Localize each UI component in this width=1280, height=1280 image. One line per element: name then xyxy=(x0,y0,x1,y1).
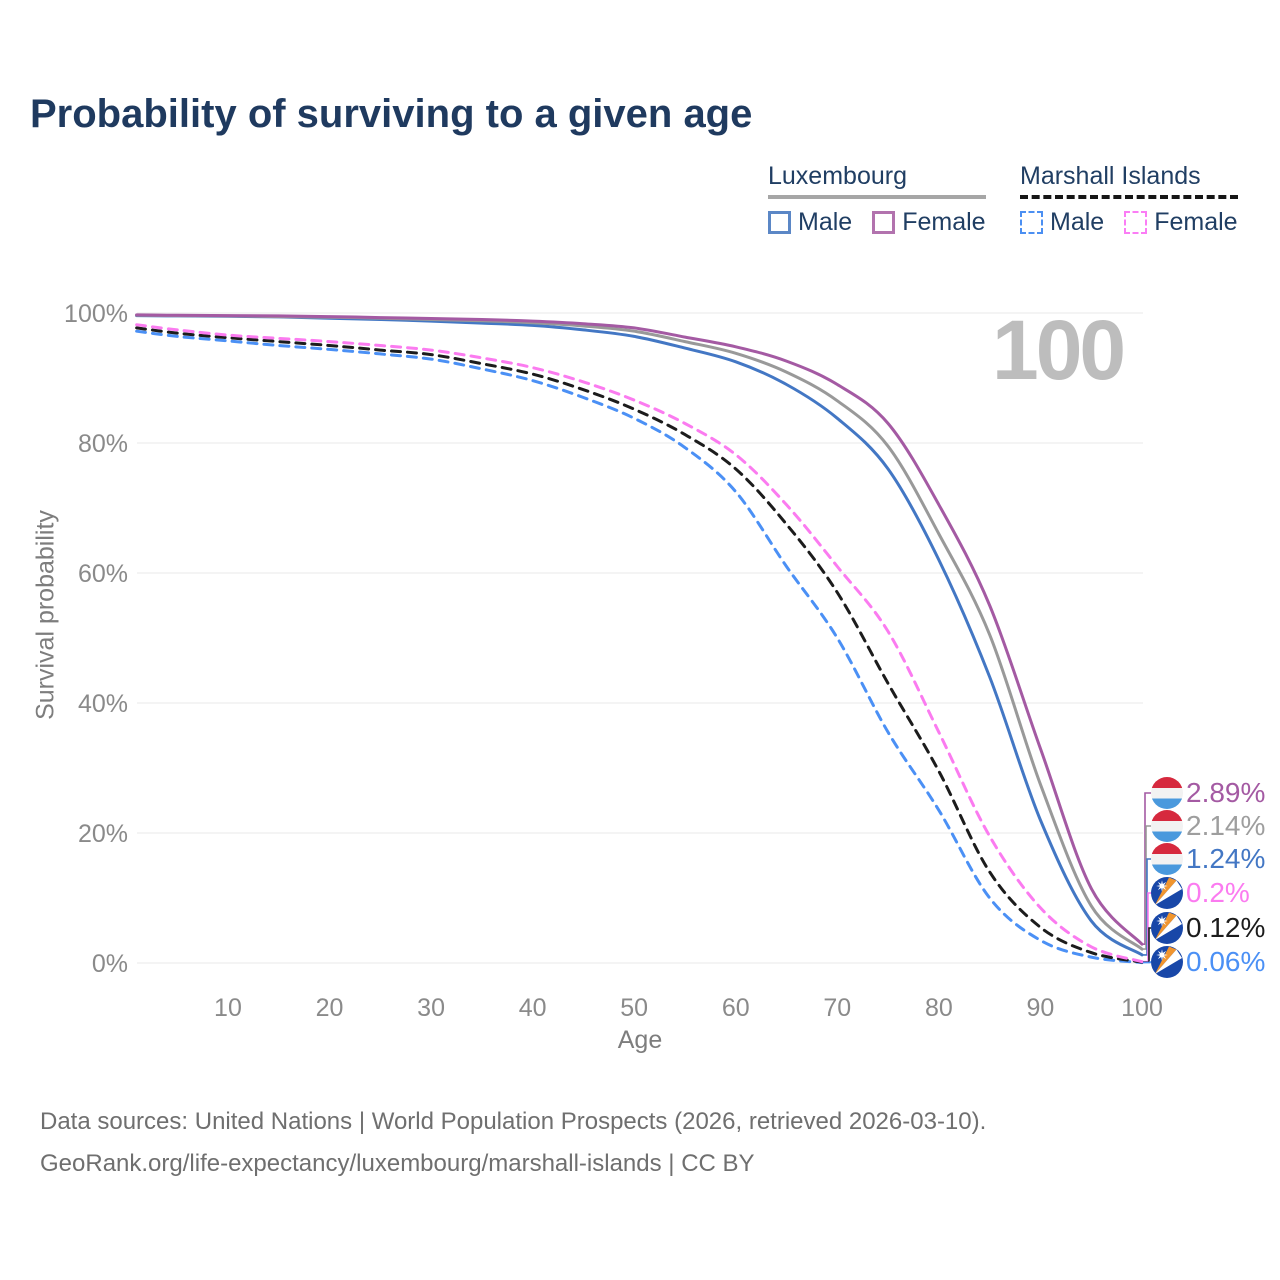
legend-group-luxembourg: Luxembourg Male Female xyxy=(768,162,986,237)
legend-item-label: Female xyxy=(1154,208,1238,236)
legend-item-label: Female xyxy=(902,208,986,236)
y-tick-label: 60% xyxy=(78,560,128,588)
flag-art xyxy=(1151,912,1183,944)
end-value-label: 0.2% xyxy=(1186,877,1250,908)
red-stripe xyxy=(1151,843,1183,854)
marshall-islands-flag-icon xyxy=(1151,946,1183,978)
x-tick-label: 100 xyxy=(1121,994,1163,1022)
white-stripe xyxy=(1151,821,1183,832)
y-tick-label: 20% xyxy=(78,820,128,848)
orange-ray xyxy=(1155,946,1177,974)
y-tick-label: 80% xyxy=(78,430,128,458)
star xyxy=(1156,880,1168,892)
male-dashed-swatch-icon xyxy=(1020,211,1043,234)
female-dashed-swatch-icon xyxy=(1124,211,1148,234)
flag-art xyxy=(1151,777,1183,809)
female-solid-swatch-icon xyxy=(872,211,896,234)
legend-items-row: Male Female xyxy=(768,208,986,237)
end-connector xyxy=(1143,961,1151,964)
end-connector xyxy=(1143,825,1151,950)
luxembourg-line-swatch-icon xyxy=(768,195,986,199)
red-stripe xyxy=(1151,810,1183,821)
marshall-islands-line-swatch-icon xyxy=(1020,195,1238,199)
legend-item-luxembourg-male[interactable]: Male xyxy=(768,208,852,237)
legend-item-marshall-islands-male[interactable]: Male xyxy=(1020,208,1104,237)
end-value-label: 0.06% xyxy=(1186,946,1265,977)
legend-country-label: Marshall Islands xyxy=(1020,162,1201,190)
y-tick-label: 40% xyxy=(78,690,128,718)
series-line-marshall-islands-both-sexes[interactable] xyxy=(135,326,1144,964)
luxembourg-flag-icon xyxy=(1151,777,1183,809)
blue-stripe xyxy=(1151,831,1183,842)
blue-stripe xyxy=(1151,864,1183,875)
legend-item-label: Male xyxy=(798,208,853,236)
legend-group-marshall-islands: Marshall Islands Male Female xyxy=(1020,162,1238,237)
end-connector xyxy=(1143,858,1151,956)
flag-art xyxy=(1151,877,1183,909)
x-tick-label: 20 xyxy=(316,994,344,1022)
data-sources-line: Data sources: United Nations | World Pop… xyxy=(40,1108,987,1135)
flag-art xyxy=(1151,946,1183,978)
end-value-label: 1.24% xyxy=(1186,843,1265,874)
page-title: Probability of surviving to a given age xyxy=(30,92,753,136)
series-line-marshall-islands-female[interactable] xyxy=(135,323,1144,964)
red-stripe xyxy=(1151,777,1183,788)
end-connector xyxy=(1143,792,1151,945)
series-line-marshall-islands-male[interactable] xyxy=(135,329,1144,965)
end-value-label: 2.89% xyxy=(1186,777,1265,808)
luxembourg-flag-icon xyxy=(1151,843,1183,875)
series-line-luxembourg-female[interactable] xyxy=(135,313,1144,946)
male-solid-swatch-icon xyxy=(768,211,791,234)
star xyxy=(1156,949,1168,961)
x-tick-label: 70 xyxy=(823,994,851,1022)
marshall-islands-flag-icon xyxy=(1151,877,1183,909)
attribution-line: GeoRank.org/life-expectancy/luxembourg/m… xyxy=(40,1150,755,1177)
hover-age-watermark: 100 xyxy=(992,303,1126,397)
x-tick-label: 40 xyxy=(519,994,547,1022)
legend-item-marshall-islands-female[interactable]: Female xyxy=(1124,208,1238,237)
x-tick-label: 30 xyxy=(417,994,445,1022)
x-tick-label: 90 xyxy=(1027,994,1055,1022)
x-axis-title: Age xyxy=(617,1026,663,1054)
blue-stripe xyxy=(1151,798,1183,809)
star xyxy=(1156,915,1168,927)
x-tick-label: 10 xyxy=(214,994,242,1022)
legend-item-luxembourg-female[interactable]: Female xyxy=(872,208,986,237)
x-tick-label: 60 xyxy=(722,994,750,1022)
marshall-islands-flag-icon xyxy=(1151,912,1183,944)
legend-items-row: Male Female xyxy=(1020,208,1238,237)
white-ray xyxy=(1155,915,1182,940)
white-ray xyxy=(1155,880,1182,905)
end-value-label: 0.12% xyxy=(1186,912,1265,943)
flag-art xyxy=(1151,843,1183,875)
x-tick-label: 50 xyxy=(620,994,648,1022)
white-stripe xyxy=(1151,788,1183,799)
orange-ray xyxy=(1155,877,1177,905)
end-value-label: 2.14% xyxy=(1186,810,1265,841)
y-tick-label: 100% xyxy=(64,300,128,328)
flag-art xyxy=(1151,810,1183,842)
luxembourg-flag-icon xyxy=(1151,810,1183,842)
legend-country-label: Luxembourg xyxy=(768,162,907,190)
y-tick-label: 0% xyxy=(92,950,128,978)
white-ray xyxy=(1155,949,1182,974)
legend-item-label: Male xyxy=(1050,208,1105,236)
white-stripe xyxy=(1151,854,1183,865)
orange-ray xyxy=(1155,912,1177,940)
x-tick-label: 80 xyxy=(925,994,953,1022)
